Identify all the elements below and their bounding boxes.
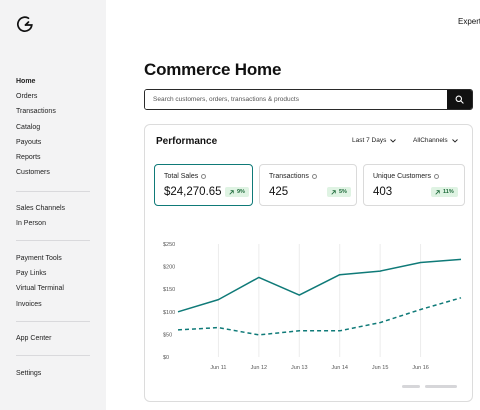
performance-chart: $250 $200 $150 $100 $50 $0 Jun 11 Jun 12 Jun 13 J… <box>163 242 462 371</box>
performance-title: Performance <box>156 136 218 147</box>
chart-scroll-handle[interactable] <box>425 385 457 388</box>
metric-unique-customers[interactable]: Unique Customers 403 11% <box>363 164 465 206</box>
metric-transactions[interactable]: Transactions 425 5% <box>259 164 357 206</box>
y-tick-label: $150 <box>163 287 175 293</box>
sidebar-item-orders[interactable]: Orders <box>16 93 38 101</box>
chevron-down-icon <box>390 138 397 143</box>
metric-label: Transactions <box>269 173 309 180</box>
sidebar: Home Orders Transactions Catalog Payouts… <box>0 0 106 410</box>
change-value: 11% <box>443 189 454 195</box>
info-icon <box>311 174 317 179</box>
date-range-label: Last 7 Days <box>352 137 387 144</box>
sidebar-item-app-center[interactable]: App Center <box>16 335 52 342</box>
nav-group-main: Home Orders Transactions Catalog Payouts… <box>16 74 56 180</box>
sidebar-item-reports[interactable]: Reports <box>16 154 41 162</box>
arrow-up-right-icon <box>435 189 440 195</box>
sidebar-divider <box>16 191 90 192</box>
metric-value: $24,270.65 <box>164 186 222 198</box>
nav-group-settings: Settings <box>16 366 41 381</box>
x-tick-label: Jun 16 <box>412 365 429 371</box>
sidebar-item-payouts[interactable]: Payouts <box>16 138 42 146</box>
nav-group-channels: Sales Channels In Person <box>16 201 65 231</box>
info-icon <box>201 174 207 179</box>
comparison-series-line <box>177 297 462 336</box>
x-tick-label: Jun 14 <box>331 365 348 371</box>
metric-value: 425 <box>269 186 289 198</box>
y-tick-label: $200 <box>163 265 175 271</box>
sidebar-item-home[interactable]: Home <box>16 78 36 85</box>
channel-dropdown[interactable]: AllChannels <box>413 137 458 144</box>
change-badge: 11% <box>431 187 458 197</box>
x-tick-label: Jun 11 <box>210 365 226 371</box>
sidebar-divider <box>16 240 90 241</box>
nav-group-payments: Payment Tools Pay Links Virtual Terminal… <box>16 251 64 312</box>
x-tick-label: Jun 12 <box>251 365 268 371</box>
performance-card: Performance Last 7 Days AllChannels Tota… <box>144 124 473 402</box>
arrow-up-right-icon <box>331 189 336 195</box>
sidebar-item-customers[interactable]: Customers <box>16 169 50 177</box>
search-icon <box>455 95 464 104</box>
y-tick-label: $50 <box>163 332 172 338</box>
chevron-down-icon <box>451 138 458 143</box>
change-value: 9% <box>237 189 245 195</box>
x-tick-label: Jun 13 <box>291 365 308 371</box>
arrow-up-right-icon <box>229 189 234 195</box>
date-range-dropdown[interactable]: Last 7 Days <box>352 137 397 144</box>
sidebar-item-payment-tools[interactable]: Payment Tools <box>16 255 62 262</box>
sidebar-item-transactions[interactable]: Transactions <box>16 108 56 116</box>
search-bar <box>144 89 473 110</box>
logo-icon[interactable] <box>15 14 35 34</box>
sidebar-item-virtual-terminal[interactable]: Virtual Terminal <box>16 285 64 293</box>
expert-link[interactable]: Expert <box>458 17 480 26</box>
page-title: Commerce Home <box>144 60 282 79</box>
sales-series-line <box>177 258 462 313</box>
search-input[interactable] <box>145 90 448 109</box>
sidebar-item-invoices[interactable]: Invoices <box>16 300 42 308</box>
change-badge: 5% <box>327 187 351 197</box>
change-value: 5% <box>339 189 347 195</box>
y-tick-label: $250 <box>163 242 175 248</box>
channel-label: AllChannels <box>413 137 448 144</box>
sidebar-item-catalog[interactable]: Catalog <box>16 123 41 131</box>
search-button[interactable] <box>447 90 472 109</box>
sidebar-item-pay-links[interactable]: Pay Links <box>16 270 47 278</box>
info-icon <box>433 174 439 179</box>
sidebar-item-settings[interactable]: Settings <box>16 370 42 377</box>
sidebar-item-sales-channels[interactable]: Sales Channels <box>16 205 66 212</box>
sidebar-item-in-person[interactable]: In Person <box>16 220 46 228</box>
sidebar-divider <box>16 321 90 322</box>
x-tick-label: Jun 15 <box>372 365 389 371</box>
sidebar-divider <box>16 355 90 356</box>
change-badge: 9% <box>225 187 249 197</box>
metric-label: Total Sales <box>164 173 199 180</box>
y-tick-label: $0 <box>163 355 169 361</box>
metric-label: Unique Customers <box>373 173 431 180</box>
y-tick-label: $100 <box>163 310 175 316</box>
metric-value: 403 <box>373 186 393 198</box>
chart-scroll-handle[interactable] <box>402 385 420 388</box>
metric-total-sales[interactable]: Total Sales $24,270.65 9% <box>154 164 253 206</box>
nav-group-apps: App Center <box>16 331 51 346</box>
